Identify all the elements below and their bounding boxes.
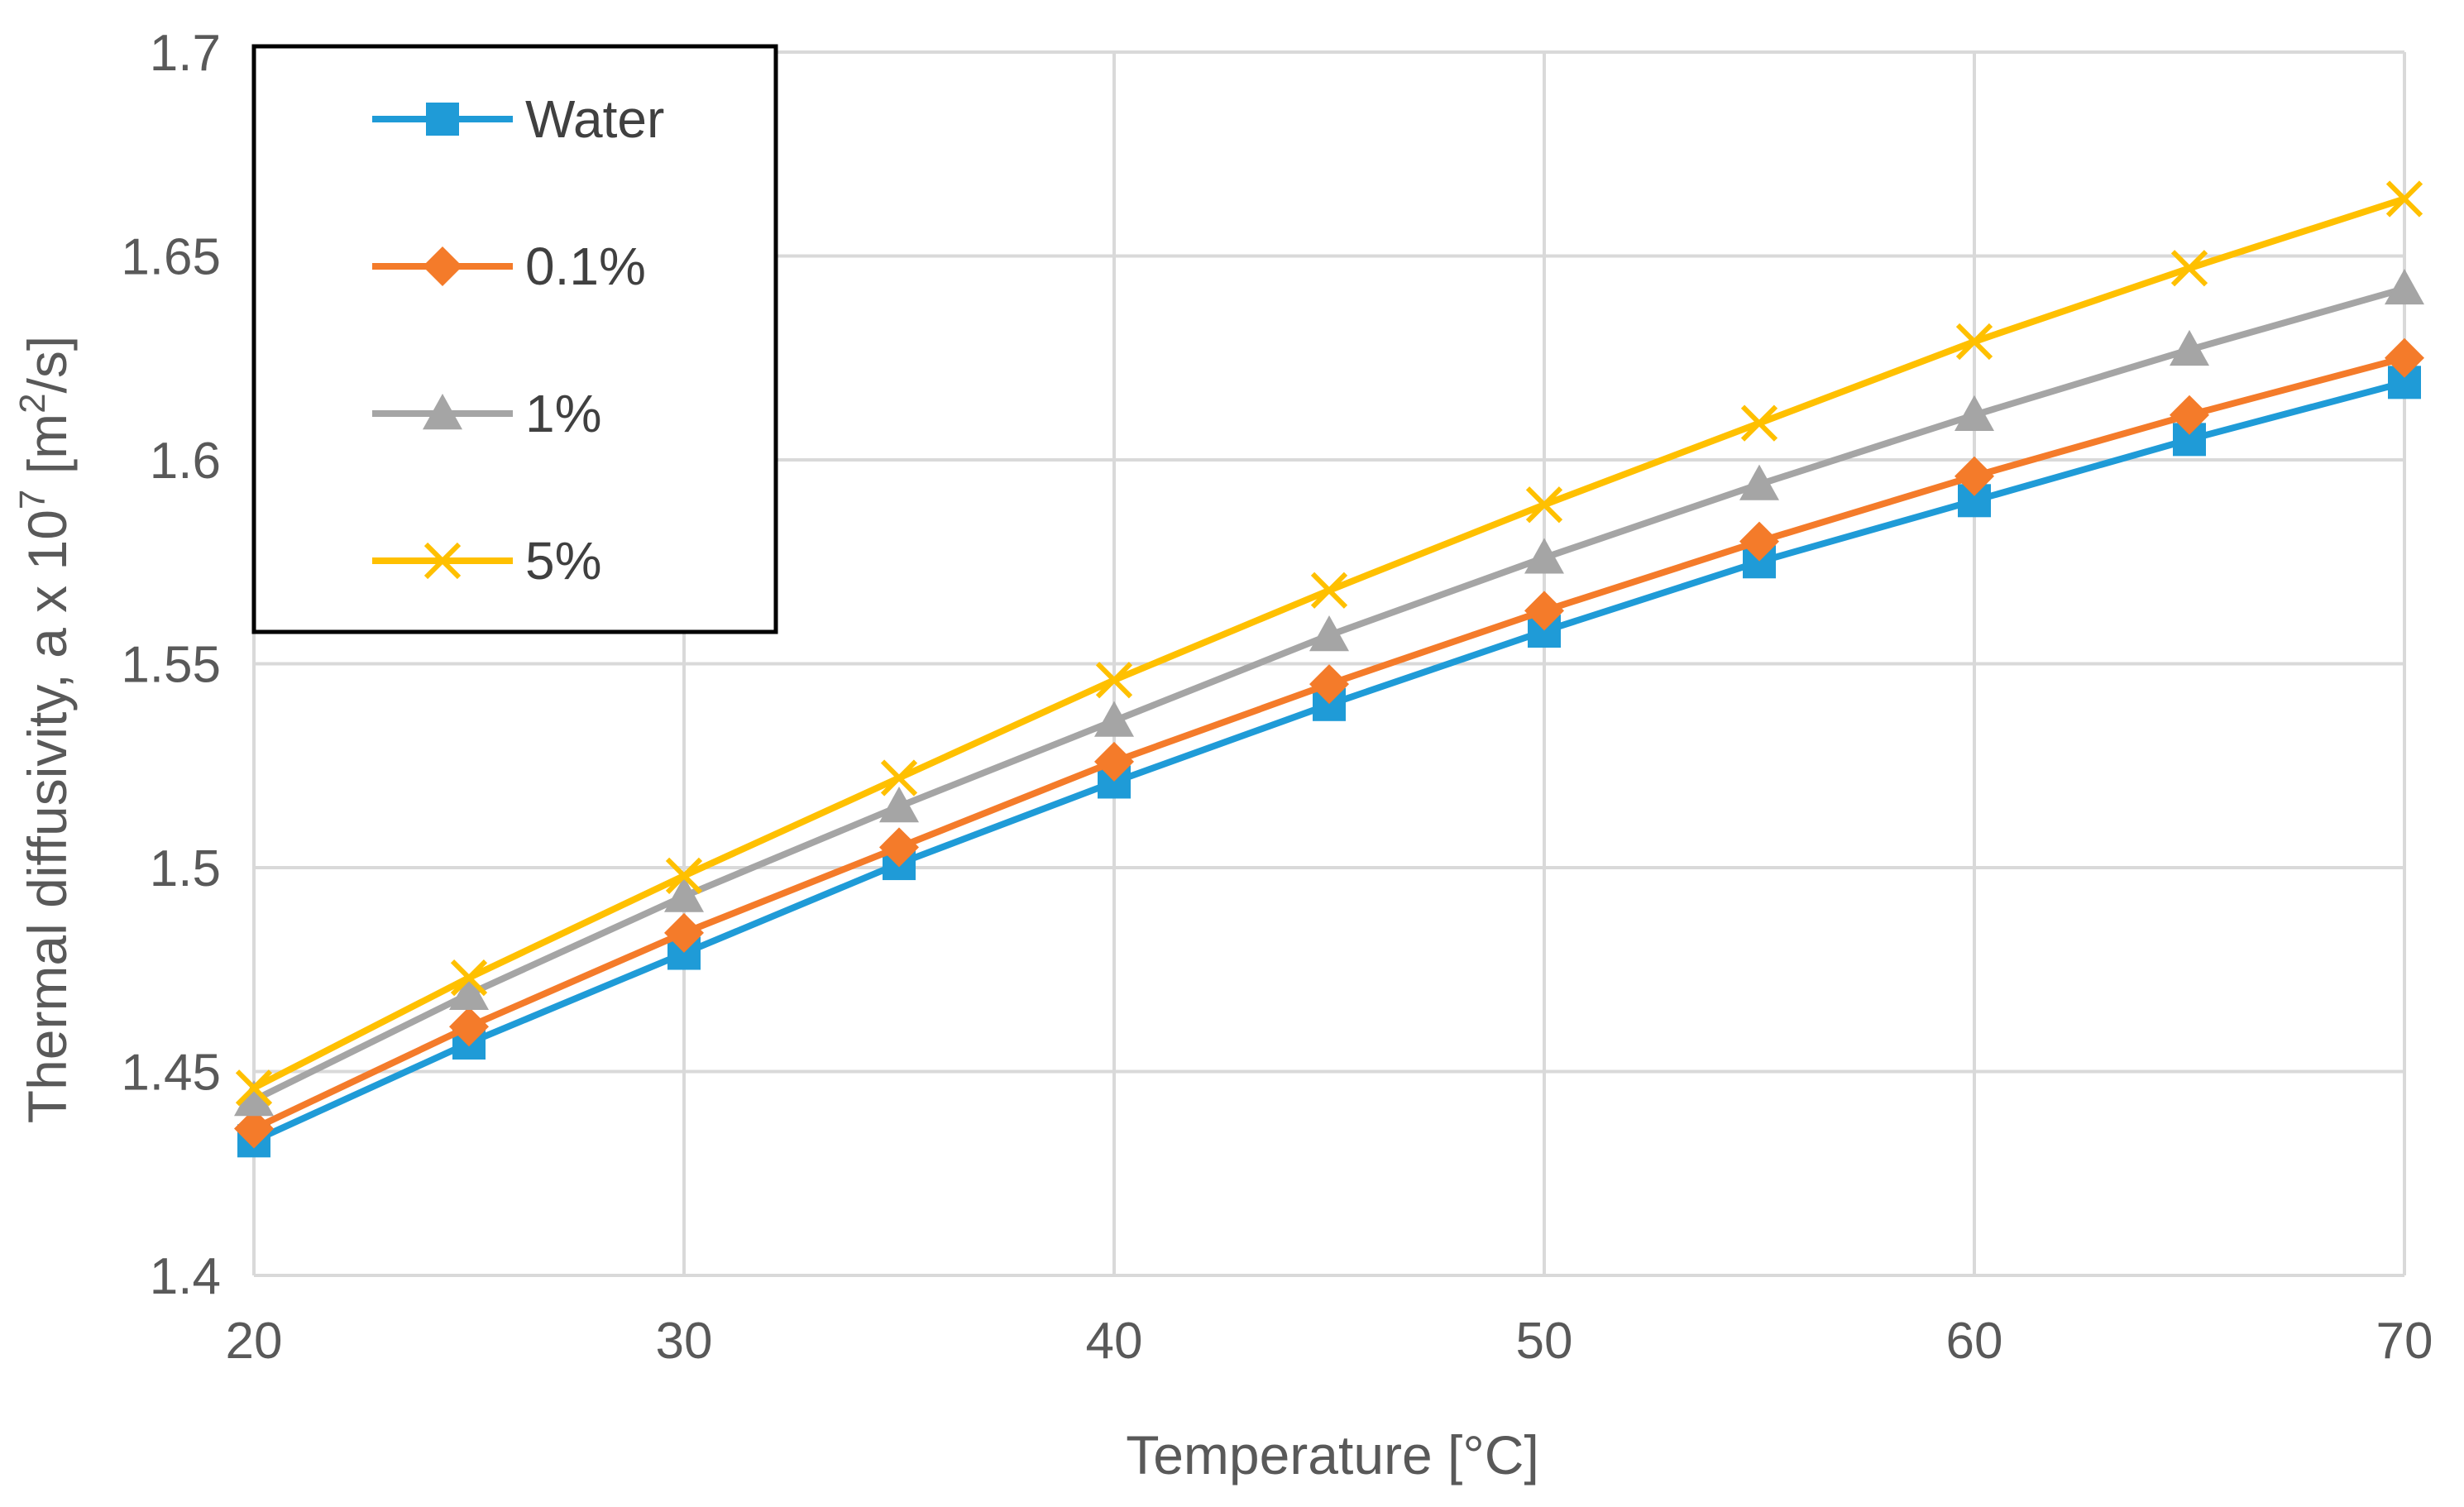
data-point-stroke xyxy=(235,1069,273,1107)
data-point xyxy=(1739,464,1779,500)
y-tick-label: 1.45 xyxy=(121,1045,221,1102)
data-point-stroke xyxy=(880,759,918,797)
data-point xyxy=(2385,180,2423,218)
x-tick-label: 40 xyxy=(1086,1313,1143,1370)
data-point xyxy=(449,1007,489,1047)
data-point xyxy=(664,912,704,953)
tick-labels: 1.4 1.45 1.5 1.55 1.6 1.65 1.7 20 30 40 50 60 70 xyxy=(121,25,2433,1370)
data-point-stroke xyxy=(450,959,488,997)
data-point-stroke xyxy=(2385,180,2423,218)
legend-label: Water xyxy=(525,89,664,149)
y-axis-title-prefix: Thermal diffusivity, a x 10 xyxy=(17,510,78,1123)
x-tick-label: 50 xyxy=(1516,1313,1573,1370)
y-tick-label: 1.7 xyxy=(150,25,221,82)
data-point xyxy=(1954,456,1994,496)
y-tick-label: 1.5 xyxy=(150,840,221,897)
legend-item: 1% xyxy=(372,384,602,443)
data-point xyxy=(665,857,703,894)
y-axis-title: Thermal diffusivity, a x 107 [m2/s] xyxy=(12,336,78,1124)
legend-marker-stroke xyxy=(423,542,462,580)
data-point xyxy=(2170,395,2209,435)
data-point xyxy=(2385,268,2424,305)
y-axis-title-unit-open: [m xyxy=(17,414,78,490)
legend-label: 1% xyxy=(525,384,602,443)
data-point xyxy=(234,1080,274,1117)
data-point-stroke xyxy=(1955,323,1993,361)
x-tick-label: 30 xyxy=(656,1313,713,1370)
data-point xyxy=(2170,250,2208,287)
legend-label: 0.1% xyxy=(525,237,646,296)
data-point-stroke xyxy=(2170,250,2208,287)
series-1 xyxy=(234,268,2424,1117)
data-point-stroke xyxy=(1525,486,1563,524)
data-point xyxy=(1310,572,1348,609)
y-tick-label: 1.6 xyxy=(150,433,221,490)
y-tick-label: 1.65 xyxy=(121,229,221,286)
data-point xyxy=(1740,404,1778,442)
x-tick-label: 70 xyxy=(2376,1313,2433,1370)
data-point xyxy=(2170,329,2209,366)
data-point xyxy=(1954,395,1994,431)
legend-box xyxy=(251,44,778,634)
legend-marker xyxy=(426,103,459,136)
series-0-1 xyxy=(234,337,2424,1149)
data-point xyxy=(450,959,488,997)
legend-items: Water 0.1% 1% 5% xyxy=(372,89,664,591)
series-5 xyxy=(235,180,2423,1107)
legend-marker xyxy=(423,394,462,430)
data-point xyxy=(664,876,704,912)
data-point xyxy=(1524,538,1564,574)
legend-item: Water xyxy=(372,89,664,149)
data-point-stroke xyxy=(1740,404,1778,442)
data-point xyxy=(235,1069,273,1107)
legend-label: 5% xyxy=(525,531,602,591)
y-axis-title-unit-close: /s] xyxy=(17,336,78,394)
data-point xyxy=(880,759,918,797)
data-point xyxy=(234,1108,274,1149)
data-point xyxy=(879,787,919,823)
data-point-stroke xyxy=(1095,662,1133,699)
data-point xyxy=(1739,521,1779,562)
y-tick-label: 1.4 xyxy=(150,1248,221,1305)
data-point xyxy=(1524,591,1564,631)
data-point xyxy=(1094,741,1134,782)
data-point xyxy=(1095,662,1133,699)
x-axis-title: Temperature [°C] xyxy=(1126,1424,1539,1485)
data-point xyxy=(1309,615,1349,652)
legend-marker xyxy=(423,246,462,286)
legend-item: 5% xyxy=(372,531,602,591)
x-tick-label: 20 xyxy=(226,1313,283,1370)
legend: Water 0.1% 1% 5% xyxy=(251,44,778,634)
legend-marker xyxy=(423,542,462,580)
data-point xyxy=(449,974,489,1011)
data-point xyxy=(1525,486,1563,524)
data-point xyxy=(1309,664,1349,705)
y-tick-label: 1.55 xyxy=(121,637,221,694)
data-point xyxy=(1955,323,1993,361)
y-axis-title-exponent: 7 xyxy=(12,490,53,510)
data-point xyxy=(2385,337,2424,378)
data-point xyxy=(879,827,919,868)
y-axis-title-unit-exponent: 2 xyxy=(12,393,53,413)
data-point-stroke xyxy=(665,857,703,894)
x-tick-label: 60 xyxy=(1946,1313,2003,1370)
data-point-stroke xyxy=(1310,572,1348,609)
legend-item: 0.1% xyxy=(372,237,646,296)
series-group xyxy=(234,180,2424,1158)
data-point xyxy=(1094,701,1134,737)
